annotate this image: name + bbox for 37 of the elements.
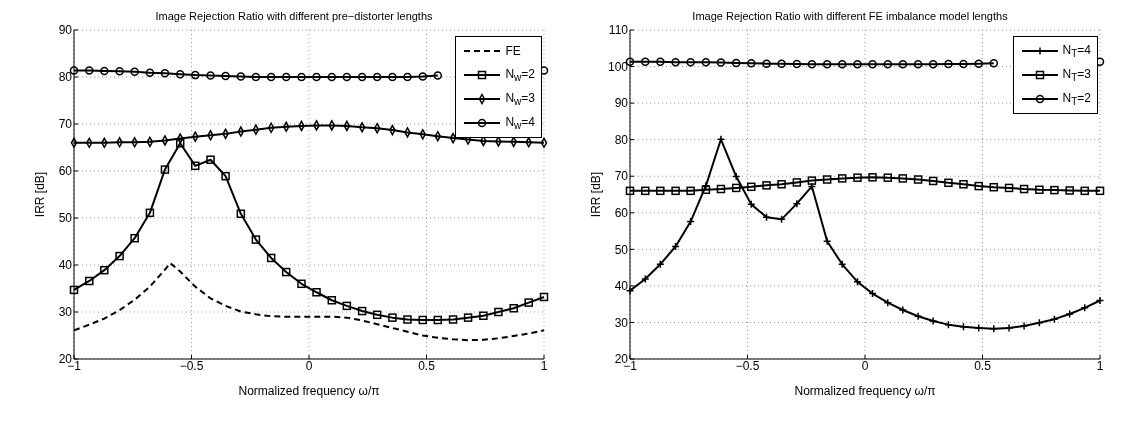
- y-tick-label: 110: [608, 23, 629, 38]
- x-tick-label: 1: [540, 358, 548, 373]
- chart-title: Image Rejection Ratio with different pre−distorter lengths: [154, 10, 434, 22]
- x-axis-title: Normalized frequency ω/π: [794, 384, 936, 398]
- y-tick-label: 40: [614, 279, 629, 294]
- y-tick-label: 30: [58, 305, 73, 320]
- legend-label: FE: [505, 44, 521, 58]
- y-tick-label: 50: [58, 211, 73, 226]
- legend-label: N$_{T}$=2: [1062, 90, 1091, 108]
- x-tick-label: −0.5: [735, 358, 760, 373]
- x-tick-label: 0: [861, 358, 869, 373]
- y-tick-label: 90: [614, 96, 629, 111]
- y-tick-label: 80: [614, 132, 629, 147]
- x-tick-label: 0.5: [418, 358, 436, 373]
- y-tick-label: 40: [58, 258, 73, 273]
- x-tick-label: −0.5: [179, 358, 204, 373]
- y-tick-label: 90: [58, 23, 73, 38]
- x-tick-label: 0.5: [974, 358, 992, 373]
- y-tick-label: 100: [607, 59, 629, 74]
- y-tick-label: 50: [614, 242, 629, 257]
- x-tick-label: 0: [305, 358, 313, 373]
- legend-label: N$_{w}$=2: [505, 66, 535, 84]
- legend-label: N$_{T}$=3: [1062, 66, 1091, 84]
- y-axis-title: IRR [dB]: [33, 171, 48, 218]
- y-tick-label: 60: [614, 206, 629, 221]
- legend-label: N$_{w}$=4: [505, 114, 535, 132]
- y-tick-label: 30: [614, 315, 629, 330]
- x-tick-label: 1: [1096, 358, 1104, 373]
- y-tick-label: 60: [58, 164, 73, 179]
- legend-label: N$_{T}$=4: [1062, 42, 1091, 60]
- x-axis-title: Normalized frequency ω/π: [238, 384, 380, 398]
- chart-title: Image Rejection Ratio with different FE imbalance model lengths: [691, 10, 1009, 22]
- legend-label: N$_{w}$=3: [505, 90, 535, 108]
- y-tick-label: 80: [58, 70, 73, 85]
- y-axis-title: IRR [dB]: [589, 171, 604, 218]
- y-tick-label: 70: [614, 169, 629, 184]
- y-tick-label: 70: [58, 117, 73, 132]
